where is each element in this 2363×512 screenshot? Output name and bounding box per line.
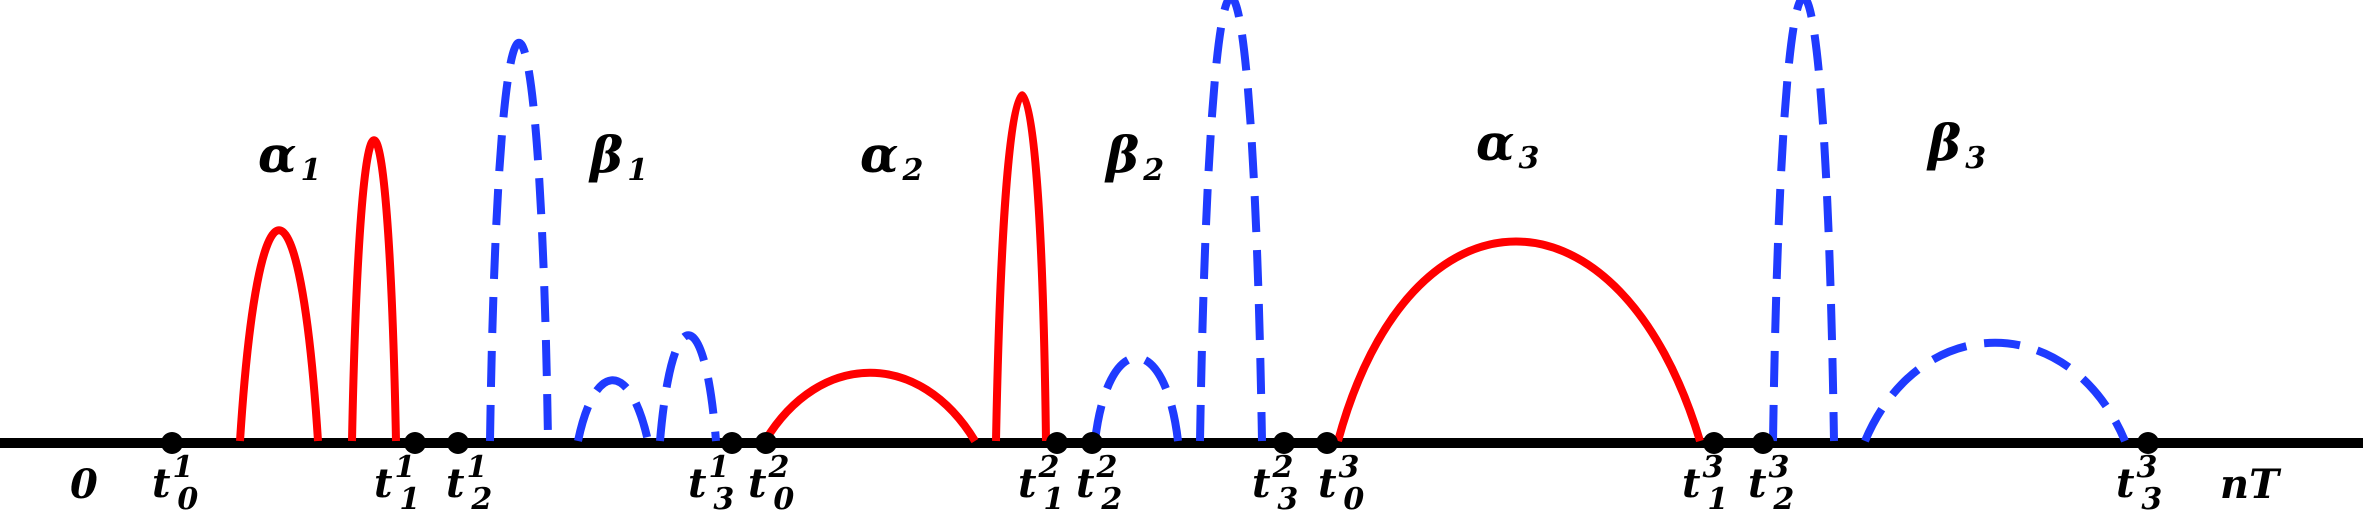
point-label-t2-2: t2 2: [1076, 450, 1122, 512]
alpha2-arch-a: [761, 368, 979, 444]
point-marker-t3-1: [721, 432, 743, 454]
beta3-arch-a: [1769, 0, 1838, 442]
point-marker-t0-3: [1316, 432, 1338, 454]
origin-label: 0: [70, 461, 98, 508]
alpha2-arch-b: [992, 91, 1050, 442]
arches-group: [236, 0, 2129, 444]
point-label-t1-2: t2 1: [1018, 450, 1064, 512]
point-marker-t3-2: [1273, 432, 1295, 454]
beta1-arch-a: [486, 38, 552, 442]
alpha3-arch: [1334, 237, 1704, 443]
point-marker-t3-3: [2137, 432, 2159, 454]
alpha1-arch-a: [236, 226, 322, 442]
point-marker-t1-2: [1046, 432, 1068, 454]
alpha1-arch-b: [348, 136, 400, 442]
end-label: nT: [2220, 461, 2282, 508]
point-marker-t2-2: [1081, 432, 1103, 454]
point-marker-t1-1: [404, 432, 426, 454]
point-label-t3-1: t1 3: [688, 450, 734, 512]
point-labels: t1 0 t1 1 t1 2 t1 3 t2 0 t2 1 t2 2 t2 3 t3 0 t3 1: [152, 450, 2162, 512]
point-label-t0-3: t3 0: [1318, 450, 1364, 512]
beta1-arch-b: [574, 376, 652, 442]
point-label-t3-2: t2 3: [1252, 450, 1298, 512]
point-label-t0-1: t1 0: [152, 450, 198, 512]
point-label-t1-3: t3 1: [1682, 450, 1728, 512]
point-marker-t0-2: [755, 432, 777, 454]
point-marker-t2-3: [1752, 432, 1774, 454]
point-marker-t0-1: [161, 432, 183, 454]
beta3-arch-b: [1861, 338, 2129, 443]
point-marker-t1-3: [1703, 432, 1725, 454]
point-label-t2-3: t3 2: [1748, 450, 1794, 512]
axis-points: [161, 432, 2159, 454]
beta2-arch-b: [1196, 0, 1266, 442]
point-marker-t2-1: [447, 432, 469, 454]
beta1-arch-c: [656, 331, 720, 442]
point-label-t2-1: t1 2: [446, 450, 492, 512]
point-label-t3-3: t3 3: [2116, 450, 2162, 512]
point-label-t1-1: t1 1: [374, 450, 420, 512]
beta2-arch-a: [1091, 354, 1182, 442]
point-label-t0-2: t2 0: [748, 450, 794, 512]
